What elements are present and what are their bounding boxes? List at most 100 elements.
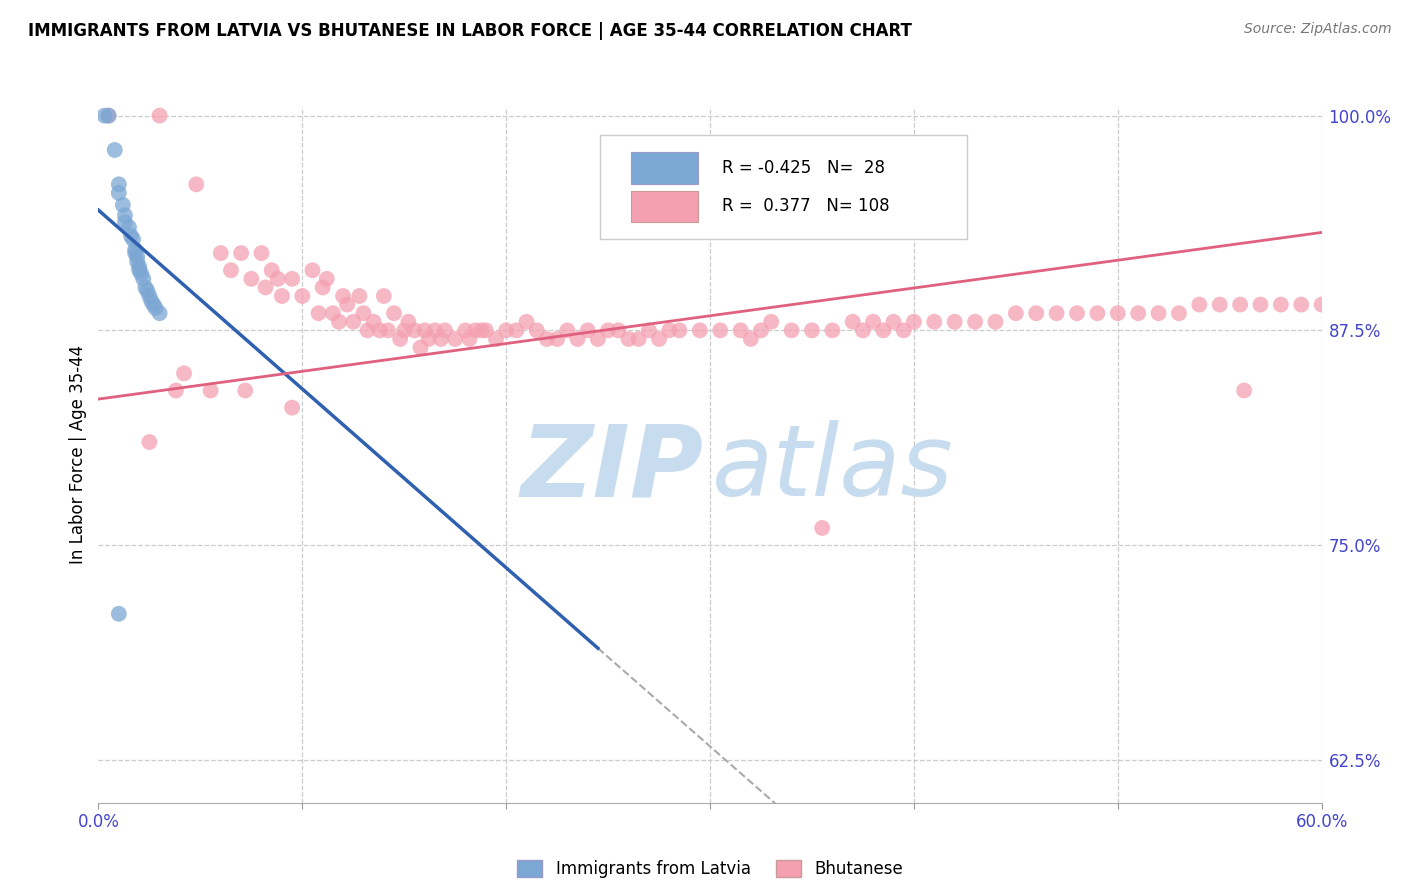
Point [1004, 306, 1026, 320]
Point [301, 263, 323, 277]
Point [136, 284, 159, 298]
Point [145, 301, 167, 315]
Point [260, 263, 283, 277]
Point [1249, 297, 1271, 311]
Text: ZIP: ZIP [520, 420, 703, 517]
Point [965, 315, 987, 329]
Point [862, 315, 884, 329]
Point [841, 315, 863, 329]
Point [97, 109, 120, 123]
Point [120, 228, 142, 243]
Point [454, 323, 477, 337]
Y-axis label: In Labor Force | Age 35-44: In Labor Force | Age 35-44 [69, 345, 87, 565]
Point [1045, 306, 1069, 320]
Point [883, 315, 905, 329]
Point [586, 332, 609, 346]
Point [801, 323, 824, 337]
Point [142, 297, 165, 311]
Point [138, 289, 160, 303]
Point [250, 246, 273, 260]
Legend: Immigrants from Latvia, Bhutanese: Immigrants from Latvia, Bhutanese [517, 860, 903, 878]
Point [281, 272, 304, 286]
Point [312, 280, 335, 294]
Point [97, 109, 120, 123]
Point [821, 323, 844, 337]
Point [124, 246, 146, 260]
Point [382, 306, 405, 320]
Point [127, 254, 149, 268]
Point [209, 246, 232, 260]
Point [1291, 297, 1313, 311]
Point [740, 332, 762, 346]
Point [118, 220, 141, 235]
Point [495, 323, 517, 337]
Point [1085, 306, 1108, 320]
Point [1188, 297, 1211, 311]
Point [1167, 306, 1189, 320]
Point [173, 367, 195, 381]
Point [231, 246, 253, 260]
Point [648, 332, 671, 346]
Point [129, 267, 152, 281]
Point [336, 297, 359, 311]
Point [689, 323, 711, 337]
Point [186, 178, 208, 192]
Point [392, 323, 416, 337]
Point [404, 323, 426, 337]
Point [104, 143, 127, 157]
Point [141, 294, 163, 309]
Point [761, 315, 783, 329]
Point [233, 384, 256, 398]
Point [536, 838, 558, 853]
Text: R = -0.425   N=  28: R = -0.425 N= 28 [723, 159, 886, 177]
Point [114, 208, 136, 222]
Point [555, 323, 579, 337]
Text: atlas: atlas [711, 420, 953, 517]
Point [127, 250, 149, 264]
Point [872, 323, 894, 337]
Point [128, 260, 150, 274]
Text: Source: ZipAtlas.com: Source: ZipAtlas.com [1244, 22, 1392, 37]
Point [291, 289, 314, 303]
Point [200, 384, 222, 398]
Point [1229, 297, 1251, 311]
Point [893, 323, 915, 337]
Point [128, 263, 150, 277]
Point [1128, 306, 1150, 320]
Point [315, 272, 337, 286]
Point [328, 315, 350, 329]
Point [368, 323, 391, 337]
Point [396, 315, 419, 329]
Point [122, 232, 145, 246]
Point [349, 289, 371, 303]
Point [668, 323, 690, 337]
Point [474, 323, 498, 337]
Point [132, 272, 155, 286]
Point [922, 315, 945, 329]
Point [254, 280, 277, 294]
Point [1107, 306, 1129, 320]
Point [598, 323, 620, 337]
Point [1209, 297, 1232, 311]
Point [811, 521, 834, 535]
Point [749, 323, 772, 337]
Point [409, 341, 432, 355]
Point [1270, 297, 1292, 311]
Point [165, 384, 187, 398]
Point [363, 315, 385, 329]
Point [108, 186, 131, 200]
Point [93, 109, 115, 123]
Text: IMMIGRANTS FROM LATVIA VS BHUTANESE IN LABOR FORCE | AGE 35-44 CORRELATION CHART: IMMIGRANTS FROM LATVIA VS BHUTANESE IN L… [28, 22, 912, 40]
Point [108, 607, 131, 621]
Point [267, 272, 290, 286]
Point [458, 332, 481, 346]
Point [413, 323, 436, 337]
Point [546, 332, 568, 346]
Point [430, 332, 453, 346]
Point [627, 332, 650, 346]
Point [149, 109, 172, 123]
Point [149, 306, 172, 320]
Point [389, 332, 412, 346]
Point [352, 306, 374, 320]
Point [219, 263, 242, 277]
